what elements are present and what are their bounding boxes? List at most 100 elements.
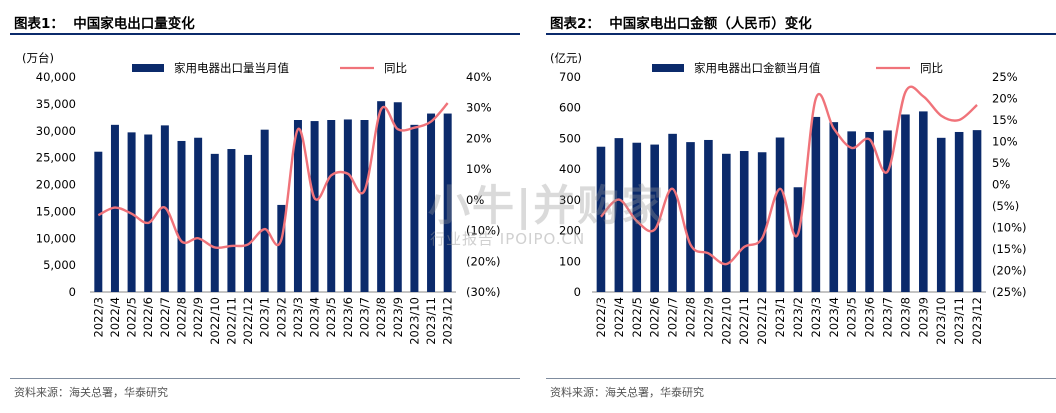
x-axis-tick-label: 2023/3	[291, 297, 305, 337]
bar	[739, 151, 749, 292]
left-axis-tick-label: 200	[559, 224, 581, 238]
left-axis-tick-label: 600	[559, 101, 581, 115]
bar	[811, 116, 821, 292]
bar	[227, 149, 236, 292]
x-axis-tick-label: 2023/4	[308, 297, 322, 337]
x-axis-tick-label: 2022/11	[737, 297, 751, 345]
left-axis-tick-label: 25,000	[36, 151, 76, 165]
right-axis-tick-label: 20%	[992, 92, 1018, 106]
right-axis-tick-label: 30%	[466, 101, 492, 115]
bar	[94, 151, 103, 292]
x-axis-tick-label: 2023/9	[916, 297, 930, 337]
legend-line-label: 同比	[384, 61, 407, 75]
x-axis-tick-label: 2023/11	[952, 297, 966, 345]
x-axis-tick-label: 2023/12	[441, 297, 455, 345]
left-axis-tick-label: 20,000	[36, 178, 76, 192]
bar	[883, 130, 892, 292]
bar	[919, 111, 928, 293]
x-axis-tick-label: 2022/7	[666, 297, 680, 337]
bar	[310, 121, 319, 292]
x-axis-tick-label: 2022/11	[224, 297, 238, 345]
bar	[865, 131, 874, 292]
bar	[443, 113, 452, 292]
x-axis-tick-label: 2022/7	[158, 297, 172, 337]
bar	[596, 146, 606, 292]
bar	[260, 129, 269, 292]
x-axis-tick-label: 2022/10	[208, 297, 222, 345]
bar	[210, 153, 219, 292]
right-axis-tick-label: 10%	[466, 162, 492, 176]
left-axis-tick-label: 10,000	[36, 231, 76, 245]
left-axis-tick-label: 300	[559, 193, 581, 207]
x-axis-tick-label: 2022/6	[648, 297, 662, 337]
x-axis-tick-label: 2022/12	[755, 297, 769, 345]
bar	[327, 120, 336, 292]
legend-bar-label: 家用电器出口金额当月值	[694, 61, 821, 75]
legend-bar-swatch	[132, 64, 164, 72]
bar	[829, 122, 839, 293]
x-axis-tick-label: 2023/12	[970, 297, 984, 345]
yoy-series-line	[600, 85, 978, 266]
x-axis-tick-label: 2022/3	[91, 297, 105, 337]
x-axis-tick-label: 2023/7	[881, 297, 895, 337]
left-axis-tick-label: 40,000	[36, 70, 76, 84]
x-axis-tick-label: 2023/8	[898, 297, 912, 337]
bar	[936, 137, 946, 292]
bar	[632, 142, 642, 292]
x-axis-tick-label: 2023/2	[274, 297, 288, 337]
x-axis-tick-label: 2023/11	[424, 297, 438, 345]
x-axis-tick-label: 2022/3	[594, 297, 608, 337]
right-axis-tick-label: 25%	[992, 70, 1018, 84]
bar	[427, 113, 436, 292]
bar	[360, 120, 369, 292]
bar	[144, 134, 153, 292]
x-axis-tick-label: 2022/10	[719, 297, 733, 345]
right-axis-tick-label: 10%	[992, 135, 1018, 149]
right-axis-tick-label: (30%)	[466, 285, 501, 299]
legend-bar-label: 家用电器出口量当月值	[174, 61, 289, 75]
bar	[614, 138, 624, 292]
figure-title: 图表1： 中国家电出口量变化	[14, 16, 195, 32]
x-axis-tick-label: 2022/9	[701, 297, 715, 337]
x-axis-tick-label: 2023/3	[809, 297, 823, 337]
x-axis-tick-label: 2023/6	[863, 297, 877, 337]
bar	[954, 131, 964, 292]
bar	[244, 154, 253, 292]
right-axis-tick-label: 0%	[992, 178, 1010, 192]
right-axis-tick-label: (10%)	[466, 224, 501, 238]
left-axis-tick-label: 100	[559, 254, 581, 268]
left-axis-tick-label: 0	[69, 285, 76, 299]
x-axis-tick-label: 2023/9	[391, 297, 405, 337]
left-axis-tick-label: 0	[574, 285, 581, 299]
y-axis-unit-label: (亿元)	[550, 51, 582, 65]
chart-2-svg: (亿元) 家用电器出口金额当月值 同比 0 100 200 300 400 500 600 700 (…	[550, 51, 1027, 345]
left-axis-tick-label: 700	[559, 70, 581, 84]
bar	[668, 133, 677, 292]
bar	[393, 102, 402, 292]
legend-bar-swatch	[652, 64, 684, 72]
right-axis-tick-label: (20%)	[992, 264, 1027, 278]
bar	[293, 120, 302, 292]
right-axis-tick-label: (20%)	[466, 254, 501, 268]
left-axis-tick-label: 35,000	[36, 97, 76, 111]
footer-divider	[546, 378, 1056, 379]
x-axis-tick-label: 2023/2	[791, 297, 805, 337]
right-axis-tick-label: 15%	[992, 113, 1018, 127]
bar	[650, 144, 659, 292]
chart-1-svg: (万台) 家用电器出口量当月值 同比 0 5,000 10,000 15,000 20,000…	[22, 51, 501, 345]
bar	[686, 142, 695, 292]
right-axis-tick-label: (25%)	[992, 285, 1027, 299]
bar	[277, 204, 286, 292]
x-axis-tick-label: 2022/5	[125, 297, 139, 337]
x-axis-tick-label: 2023/6	[341, 297, 355, 337]
left-axis-tick-label: 400	[559, 162, 581, 176]
x-axis-tick-label: 2022/12	[241, 297, 255, 345]
right-axis-tick-label: 0%	[466, 193, 484, 207]
x-axis-tick-label: 2022/5	[630, 297, 644, 337]
left-axis-tick-label: 30,000	[36, 124, 76, 138]
x-axis-tick-label: 2023/1	[258, 297, 272, 337]
right-axis-tick-label: (10%)	[992, 221, 1027, 235]
left-axis-tick-label: 15,000	[36, 204, 76, 218]
right-axis-tick-label: 20%	[466, 131, 492, 145]
chart-panel-1: 图表1： 中国家电出口量变化 (万台) 家用电器出口量当月值 同比 0 5,000 10,…	[0, 0, 520, 413]
